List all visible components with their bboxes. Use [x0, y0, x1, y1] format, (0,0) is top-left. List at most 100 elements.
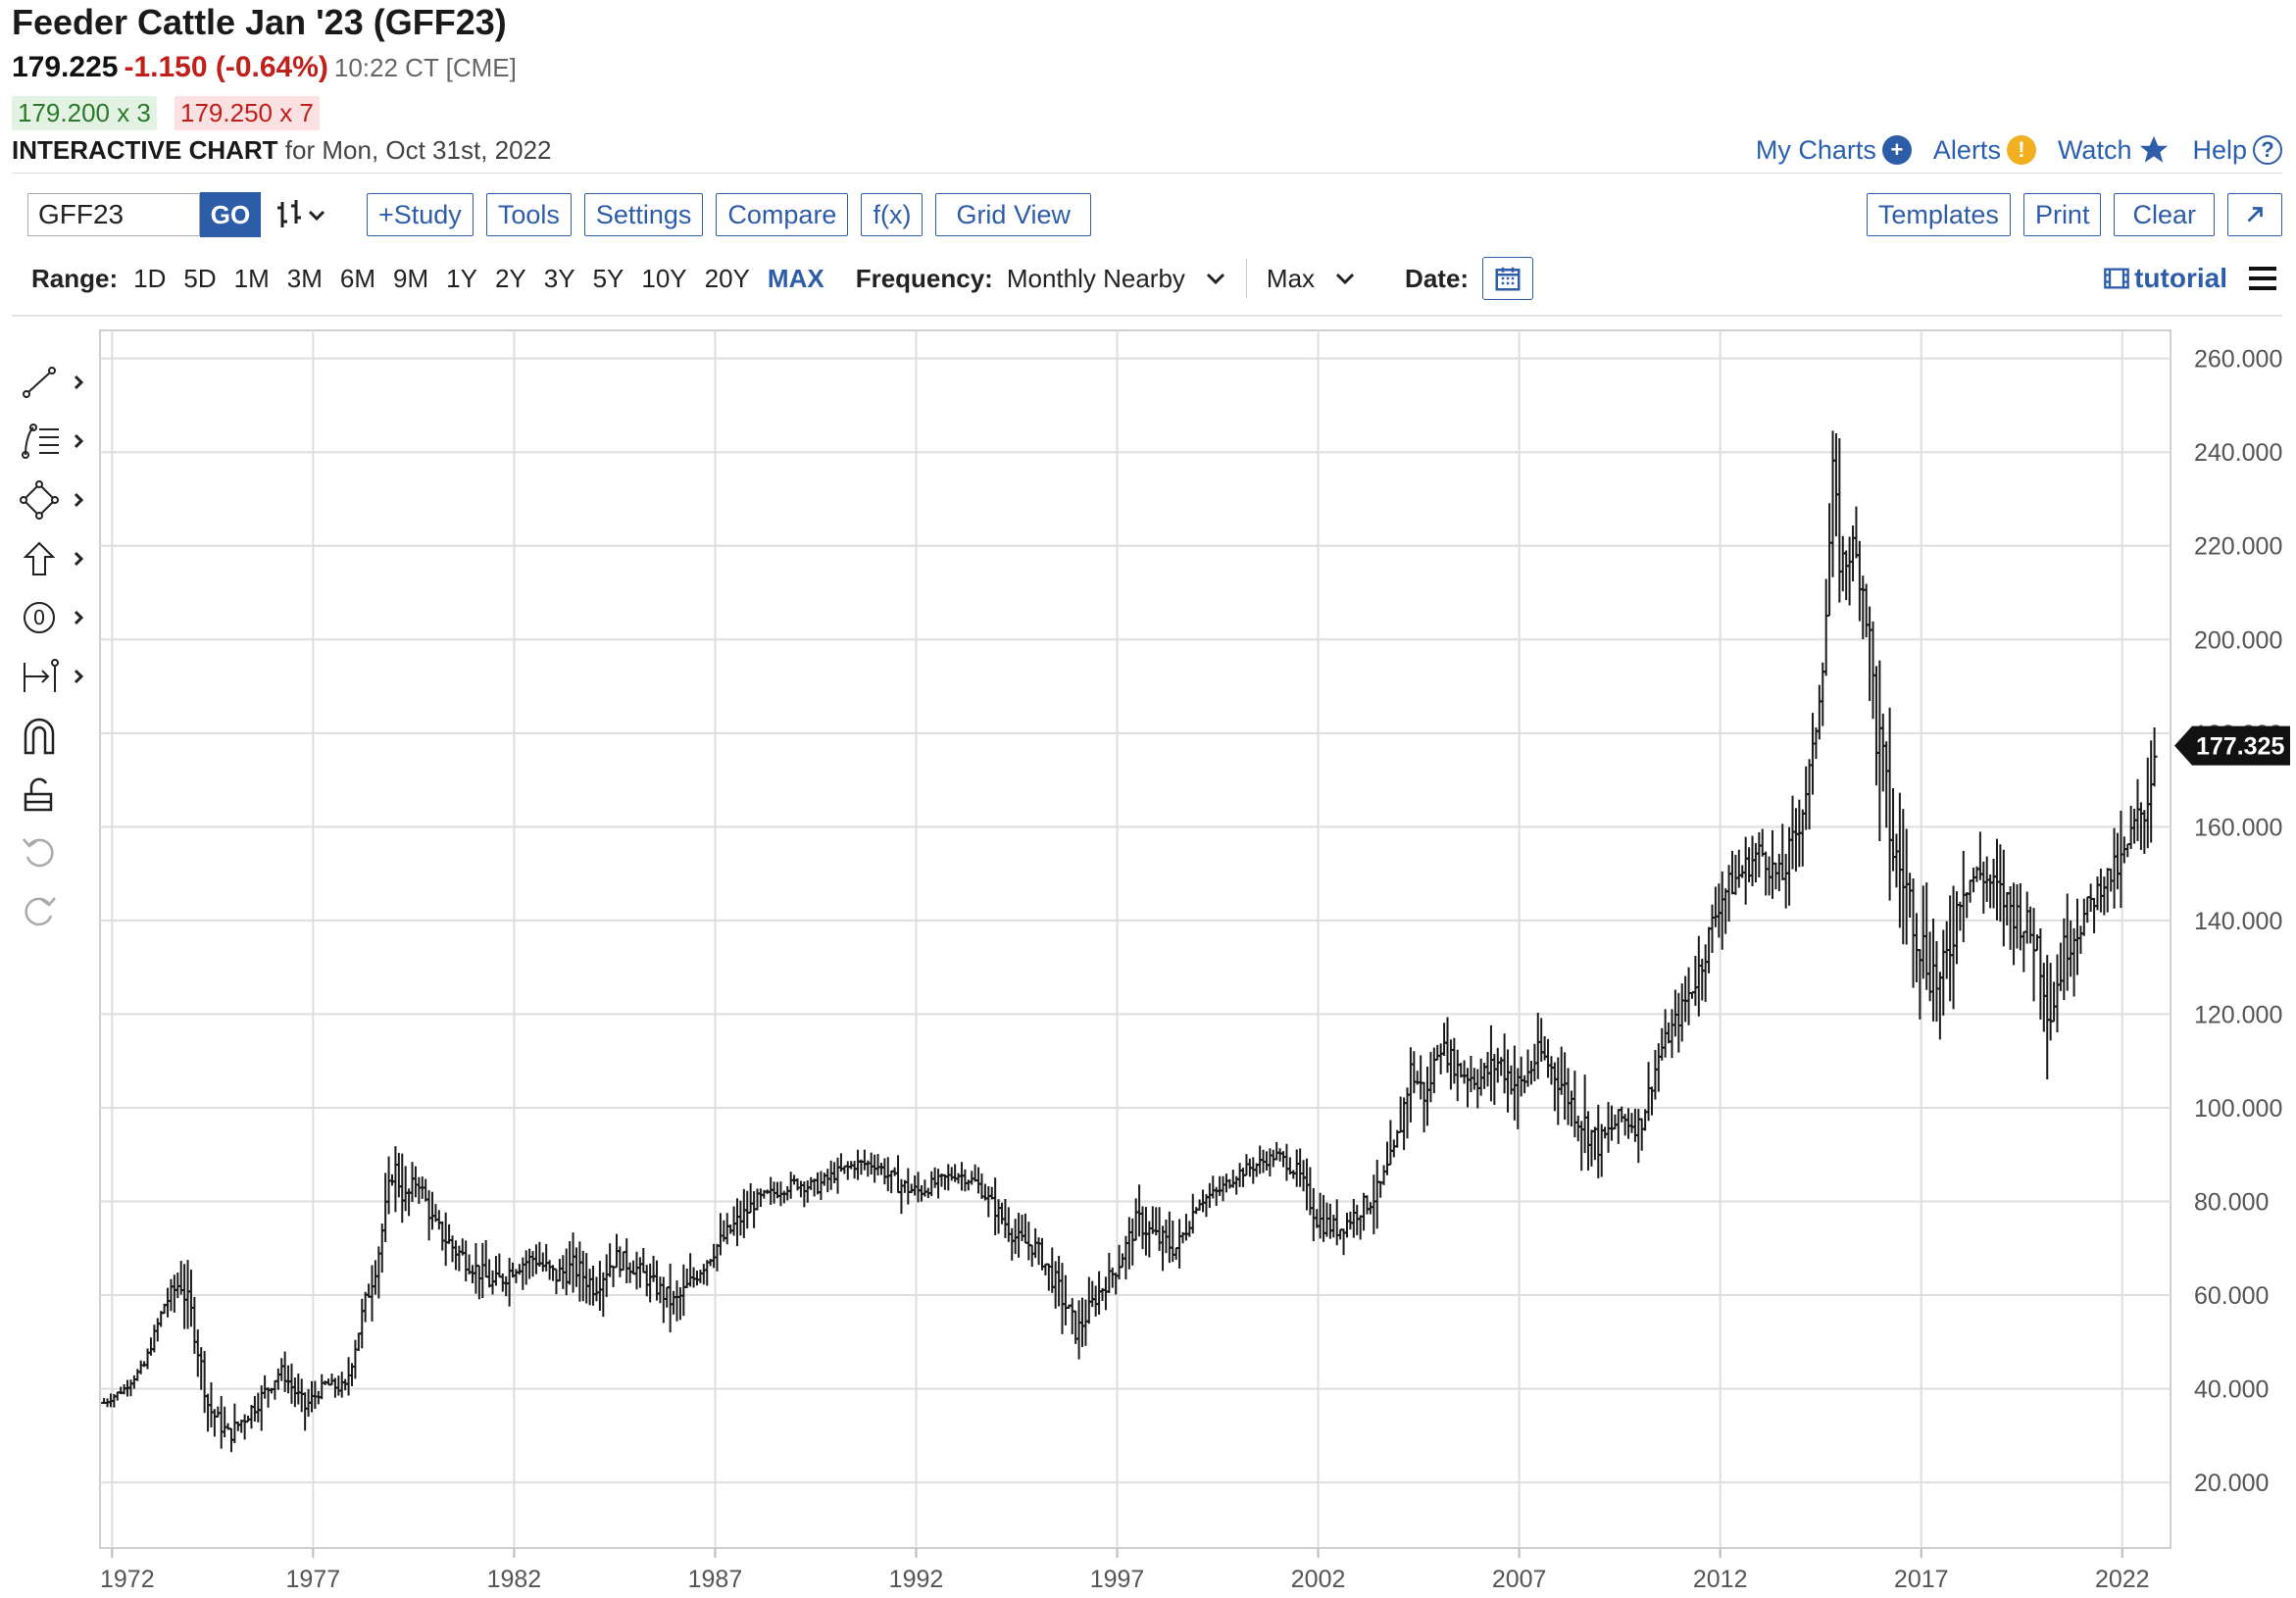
range-1m[interactable]: 1M [233, 263, 270, 293]
alerts-link[interactable]: Alerts ! [1933, 135, 2036, 166]
range-3y[interactable]: 3Y [543, 263, 575, 293]
help-icon: ? [2253, 135, 2282, 165]
compare-button[interactable]: Compare [716, 193, 849, 236]
go-button[interactable]: GO [200, 192, 261, 237]
star-icon [2140, 135, 2169, 163]
last-price: 179.225 [12, 51, 119, 83]
function-button[interactable]: f(x) [861, 193, 923, 236]
magnet-tool[interactable] [20, 706, 88, 765]
x-tick-label: 2012 [1693, 1566, 1748, 1593]
help-link[interactable]: Help ? [2192, 135, 2282, 166]
expand-icon [2247, 207, 2263, 223]
y-tick-label: 20.000 [2194, 1470, 2269, 1497]
x-tick-label: 2017 [1894, 1566, 1949, 1593]
fib-tool[interactable] [20, 412, 88, 471]
y-axis: 20.000 40.000 60.000 80.000 100.000 120.000 14… [2194, 346, 2282, 1497]
y-tick-label: 160.000 [2194, 814, 2282, 841]
expand-button[interactable] [2227, 193, 2282, 236]
magnet-icon [24, 718, 55, 755]
shape-tool-icon [20, 480, 84, 520]
grid-view-button[interactable]: Grid View [935, 193, 1091, 236]
interactive-chart-label: INTERACTIVE CHART [12, 135, 278, 165]
range-5y[interactable]: 5Y [592, 263, 624, 293]
study-button[interactable]: +Study [367, 193, 474, 236]
x-tick-label: 2002 [1291, 1566, 1346, 1593]
date-picker-button[interactable] [1482, 257, 1534, 300]
y-tick-label: 100.000 [2194, 1095, 2282, 1123]
frequency-dropdown[interactable]: Monthly Nearby [1007, 264, 1226, 294]
tutorial-area: tutorial [2103, 263, 2278, 294]
range-5d[interactable]: 5D [183, 263, 217, 293]
watch-link[interactable]: Watch [2058, 133, 2171, 167]
range-bar: Range: 1D 5D 1M 3M 6M 9M 1Y 2Y 3Y 5Y 10Y… [31, 257, 1534, 300]
redo-tool[interactable] [20, 882, 88, 941]
x-tick-label: 2022 [2095, 1566, 2150, 1593]
chart-date: for Mon, Oct 31st, 2022 [284, 135, 552, 165]
price-chart[interactable]: 20.000 40.000 60.000 80.000 100.000 120.000 14… [98, 328, 2296, 1598]
arrow-tool-icon [23, 541, 84, 575]
line-tool[interactable] [20, 353, 88, 412]
price-bars [101, 430, 2158, 1453]
y-tick-label: 60.000 [2194, 1282, 2269, 1310]
hamburger-menu-icon[interactable] [2247, 265, 2278, 292]
last-price-tag: 177.325 [2174, 725, 2290, 766]
x-tick-label: 1972 [100, 1566, 155, 1593]
max-dropdown[interactable]: Max [1267, 264, 1356, 294]
print-button[interactable]: Print [2022, 193, 2102, 236]
my-charts-link[interactable]: My Charts + [1756, 135, 1912, 166]
x-tick-label: 1977 [286, 1566, 341, 1593]
grid [100, 330, 2171, 1548]
clear-button[interactable]: Clear [2114, 193, 2215, 236]
settings-button[interactable]: Settings [583, 193, 704, 236]
tools-button[interactable]: Tools [485, 193, 572, 236]
y-tick-label: 140.000 [2194, 908, 2282, 935]
undo-tool[interactable] [20, 824, 88, 882]
tutorial-label: tutorial [2134, 263, 2227, 293]
tutorial-link[interactable]: tutorial [2103, 263, 2227, 294]
page-title: Feeder Cattle Jan '23 (GFF23) [12, 2, 507, 42]
range-20y[interactable]: 20Y [704, 263, 750, 293]
frequency-value: Monthly Nearby [1006, 263, 1185, 293]
watch-label: Watch [2057, 134, 2132, 165]
x-tick-label: 1982 [487, 1566, 542, 1593]
alerts-label: Alerts [1932, 134, 2001, 165]
quote-line: 179.225 -1.150 (-0.64%) 10:22 CT [CME] [12, 51, 517, 84]
range-max[interactable]: MAX [767, 263, 824, 293]
range-2y[interactable]: 2Y [494, 263, 526, 293]
range-divider [1245, 259, 1247, 298]
chevron-down-icon [1335, 273, 1355, 285]
bid-badge: 179.200 x 3 [12, 96, 157, 130]
range-label: Range: [31, 263, 119, 293]
y-tick-label: 260.000 [2194, 346, 2282, 374]
lock-tool[interactable] [20, 765, 88, 824]
drawing-toolbar: 0 [20, 353, 88, 941]
range-3m[interactable]: 3M [286, 263, 323, 293]
range-10y[interactable]: 10Y [641, 263, 687, 293]
chevron-down-icon [1206, 273, 1224, 285]
range-1d[interactable]: 1D [133, 263, 167, 293]
frequency-label: Frequency: [855, 263, 993, 293]
chart-toolbar: GO +Study Tools Settings Compare f(x) Gr… [27, 192, 1091, 237]
symbol-input[interactable] [27, 193, 200, 236]
chart-type-dropdown[interactable] [269, 193, 339, 236]
range-6m[interactable]: 6M [339, 263, 375, 293]
templates-button[interactable]: Templates [1866, 193, 2011, 236]
top-links: My Charts + Alerts ! Watch Help ? [1756, 133, 2282, 167]
shape-tool[interactable] [20, 471, 88, 529]
y-tick-label: 220.000 [2194, 533, 2282, 561]
x-tick-label: 1987 [688, 1566, 743, 1593]
range-1y[interactable]: 1Y [446, 263, 477, 293]
undo-icon [23, 838, 54, 868]
measure-tool[interactable] [20, 647, 88, 706]
y-tick-label: 200.000 [2194, 626, 2282, 654]
measure-tool-icon [24, 659, 84, 692]
toolbar-divider [12, 315, 2282, 317]
marker-tool[interactable]: 0 [20, 588, 88, 647]
svg-text:0: 0 [33, 606, 46, 629]
film-icon [2104, 268, 2129, 289]
fib-tool-icon [22, 424, 84, 459]
arrow-tool[interactable] [20, 529, 88, 588]
chart-svg[interactable]: 20.000 40.000 60.000 80.000 100.000 120.000 14… [98, 328, 2296, 1598]
range-9m[interactable]: 9M [393, 263, 429, 293]
chart-label: INTERACTIVE CHART for Mon, Oct 31st, 202… [12, 135, 552, 166]
